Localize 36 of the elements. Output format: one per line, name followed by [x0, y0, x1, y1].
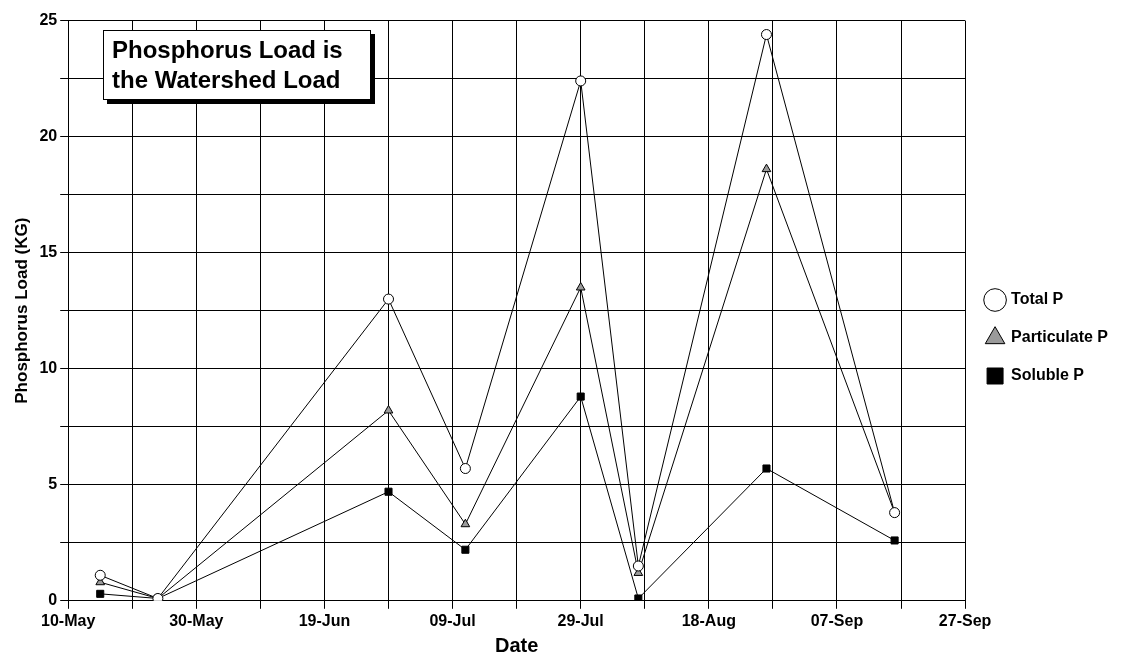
x-axis-title: Date [494, 633, 539, 656]
point [634, 594, 643, 601]
point [383, 293, 395, 305]
x-tick-label: 30-May [169, 611, 224, 629]
y-tick-label: 25 [39, 11, 58, 29]
point [460, 518, 471, 528]
point [96, 589, 105, 598]
x-tick-label: 27-Sep [938, 611, 992, 629]
x-tick-label: 19-Jun [298, 611, 351, 629]
x-tick-label: 09-Jul [429, 611, 476, 629]
point [762, 464, 771, 473]
point [761, 163, 772, 173]
legend-label: Particulate P [1011, 328, 1109, 346]
point [461, 545, 470, 554]
point [576, 392, 585, 401]
y-tick-label: 20 [39, 127, 58, 145]
x-tick-label: 29-Jul [557, 611, 604, 629]
point [890, 536, 899, 545]
y-tick-label: 15 [39, 243, 58, 261]
x-tick-label: 10-May [41, 611, 96, 629]
point [760, 29, 772, 41]
point [459, 463, 471, 475]
point [575, 75, 587, 87]
y-axis-title: Phosphorus Load (KG) [11, 217, 31, 404]
y-tick-label: 5 [48, 475, 58, 493]
x-tick-label: 18-Aug [681, 611, 736, 629]
legend-label: Total P [1011, 290, 1064, 308]
annotation: Phosphorus Load is the Watershed Load [103, 30, 371, 100]
point [632, 560, 644, 572]
point [94, 569, 106, 581]
x-tick-label: 07-Sep [810, 611, 864, 629]
y-tick-label: 0 [48, 591, 58, 609]
legend-label: Soluble P [1011, 366, 1085, 384]
point [384, 487, 393, 496]
point [575, 281, 586, 291]
y-tick-label: 10 [39, 359, 58, 377]
